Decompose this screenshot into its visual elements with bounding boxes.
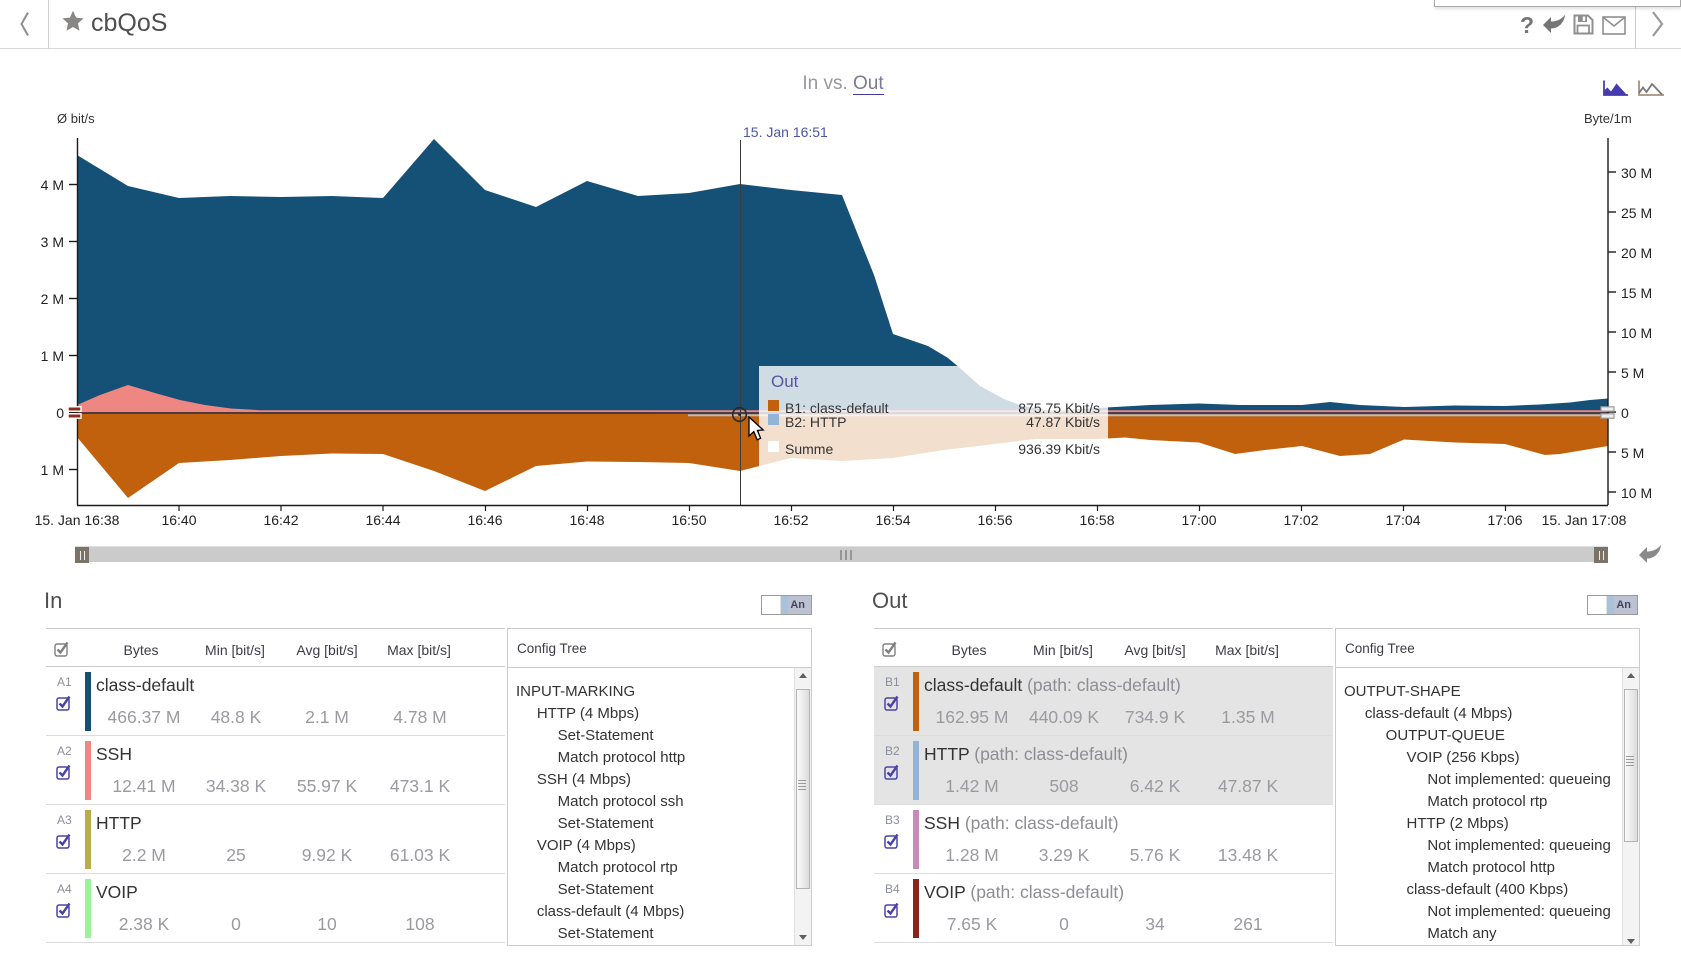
svg-text:15. Jan 16:38: 15. Jan 16:38	[35, 512, 120, 528]
svg-text:5 M: 5 M	[1621, 445, 1644, 461]
svg-text:5 M: 5 M	[1621, 365, 1644, 381]
svg-text:30 M: 30 M	[1621, 165, 1652, 181]
svg-text:16:58: 16:58	[1079, 512, 1114, 528]
svg-text:17:02: 17:02	[1283, 512, 1318, 528]
svg-text:10 M: 10 M	[1621, 485, 1652, 501]
svg-text:15. Jan 16:51: 15. Jan 16:51	[743, 124, 828, 140]
svg-text:16:46: 16:46	[467, 512, 502, 528]
svg-text:17:06: 17:06	[1487, 512, 1522, 528]
svg-text:25 M: 25 M	[1621, 205, 1652, 221]
svg-text:1 M: 1 M	[41, 348, 64, 364]
svg-text:16:52: 16:52	[773, 512, 808, 528]
svg-text:16:42: 16:42	[263, 512, 298, 528]
svg-text:15 M: 15 M	[1621, 285, 1652, 301]
svg-text:20 M: 20 M	[1621, 245, 1652, 261]
svg-text:16:56: 16:56	[977, 512, 1012, 528]
svg-text:0: 0	[1621, 405, 1629, 421]
svg-text:16:48: 16:48	[569, 512, 604, 528]
svg-text:17:00: 17:00	[1181, 512, 1216, 528]
svg-text:3 M: 3 M	[41, 234, 64, 250]
svg-text:16:40: 16:40	[161, 512, 196, 528]
svg-text:15. Jan 17:08: 15. Jan 17:08	[1542, 512, 1627, 528]
svg-text:10 M: 10 M	[1621, 325, 1652, 341]
svg-text:17:04: 17:04	[1385, 512, 1420, 528]
svg-text:1 M: 1 M	[41, 462, 64, 478]
svg-text:16:54: 16:54	[875, 512, 910, 528]
svg-text:16:44: 16:44	[365, 512, 400, 528]
svg-text:4 M: 4 M	[41, 177, 64, 193]
svg-text:16:50: 16:50	[671, 512, 706, 528]
svg-text:0: 0	[56, 405, 64, 421]
svg-text:2 M: 2 M	[41, 291, 64, 307]
